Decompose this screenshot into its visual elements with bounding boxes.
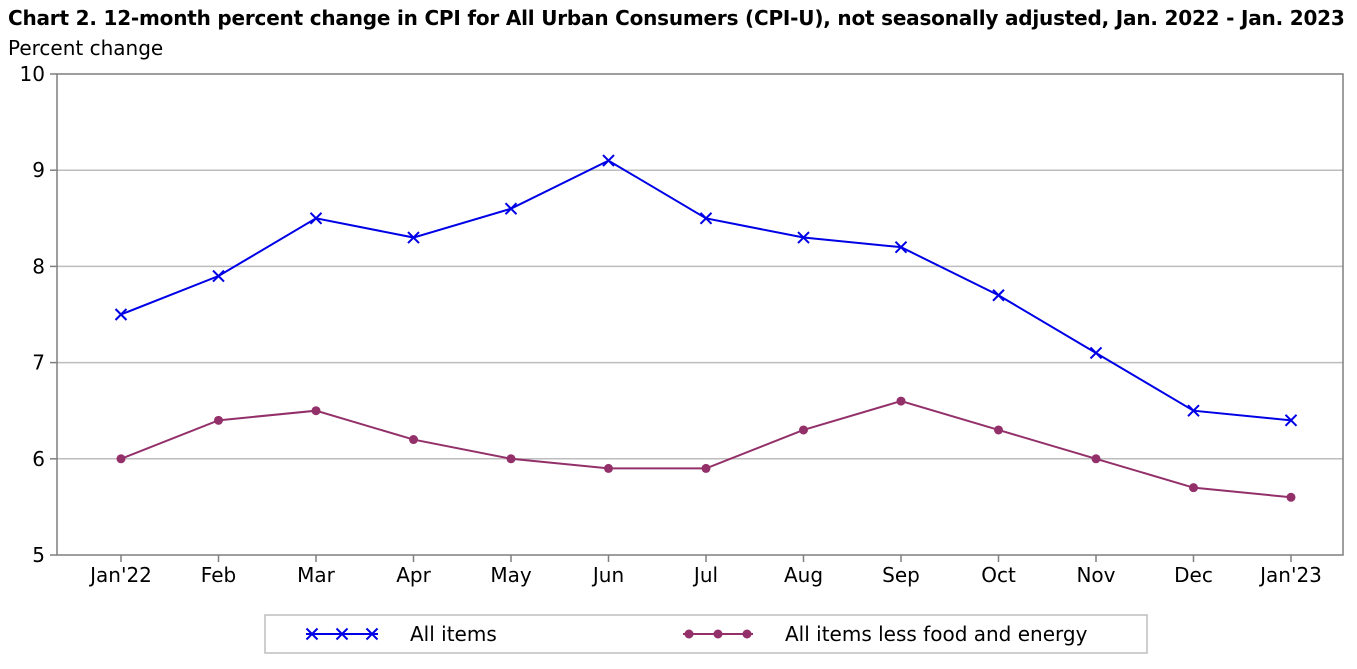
data-point <box>504 202 518 215</box>
data-point <box>212 269 225 283</box>
y-tick-label: 7 <box>32 351 45 375</box>
data-point <box>994 425 1003 435</box>
data-point <box>214 415 223 425</box>
data-point <box>797 231 810 244</box>
x-tick-label: Apr <box>396 563 431 587</box>
data-point <box>506 454 516 464</box>
data-point <box>1091 454 1101 464</box>
data-point <box>602 154 615 167</box>
series-group <box>114 154 1298 502</box>
series-line <box>120 159 1292 422</box>
x-tick-label: Mar <box>297 563 336 587</box>
data-point <box>799 425 808 435</box>
series-core <box>116 396 1296 502</box>
x-tick-label: Jan'23 <box>1258 563 1322 587</box>
data-point <box>1187 404 1200 417</box>
y-tick-label: 10 <box>20 62 45 86</box>
legend-label: All items less food and energy <box>785 622 1088 646</box>
x-tick-label: Jul <box>692 563 718 587</box>
data-point <box>1089 346 1103 360</box>
legend-marker <box>335 627 349 641</box>
x-tick-label: Sep <box>882 563 920 587</box>
y-tick-label: 6 <box>32 447 45 471</box>
data-point <box>699 212 713 225</box>
y-tick-label: 9 <box>32 158 45 182</box>
x-tick-label: Dec <box>1174 563 1213 587</box>
data-point <box>992 289 1005 302</box>
data-point <box>896 396 906 406</box>
legend-marker <box>713 629 723 639</box>
legend-marker <box>684 629 694 639</box>
data-point <box>311 406 321 416</box>
series-all-items <box>114 154 1298 427</box>
legend-marker <box>365 627 379 641</box>
x-tick-label: Jun <box>591 563 624 587</box>
legend-marker <box>305 627 319 641</box>
x-tick-label: Nov <box>1076 563 1115 587</box>
chart-title: Chart 2. 12-month percent change in CPI … <box>8 6 1345 30</box>
series-line <box>120 400 1292 499</box>
x-tick-label: Jan'22 <box>88 563 152 587</box>
x-tick-label: Feb <box>201 563 236 587</box>
x-axis: Jan'22 Feb Mar Apr May Jun Jul Aug Sep Oct Nov Dec J… <box>88 555 1322 587</box>
y-tick-label: 5 <box>32 543 45 567</box>
data-point <box>309 212 323 225</box>
gridlines <box>57 169 1343 460</box>
data-point <box>1284 414 1298 427</box>
x-tick-label: Oct <box>981 563 1016 587</box>
x-tick-label: May <box>490 563 532 587</box>
y-axis-label: Percent change <box>8 36 164 60</box>
legend-marker <box>742 629 752 639</box>
data-point <box>1286 492 1296 502</box>
data-point <box>604 463 613 473</box>
legend-label: All items <box>410 622 497 646</box>
x-tick-label: Aug <box>784 563 823 587</box>
data-point <box>701 463 711 473</box>
legend-item: All items less food and energy <box>683 622 1088 646</box>
legend-item: All items <box>305 622 497 646</box>
data-point <box>1189 483 1198 493</box>
data-point <box>894 240 908 254</box>
legend: All items All items less food and energy <box>264 614 1148 654</box>
data-point <box>407 231 420 244</box>
y-axis: 5 6 7 8 9 10 <box>20 62 57 567</box>
data-point <box>114 308 128 321</box>
data-point <box>116 454 126 464</box>
y-tick-label: 8 <box>32 254 45 278</box>
plot-area <box>56 73 1344 556</box>
data-point <box>409 435 418 445</box>
